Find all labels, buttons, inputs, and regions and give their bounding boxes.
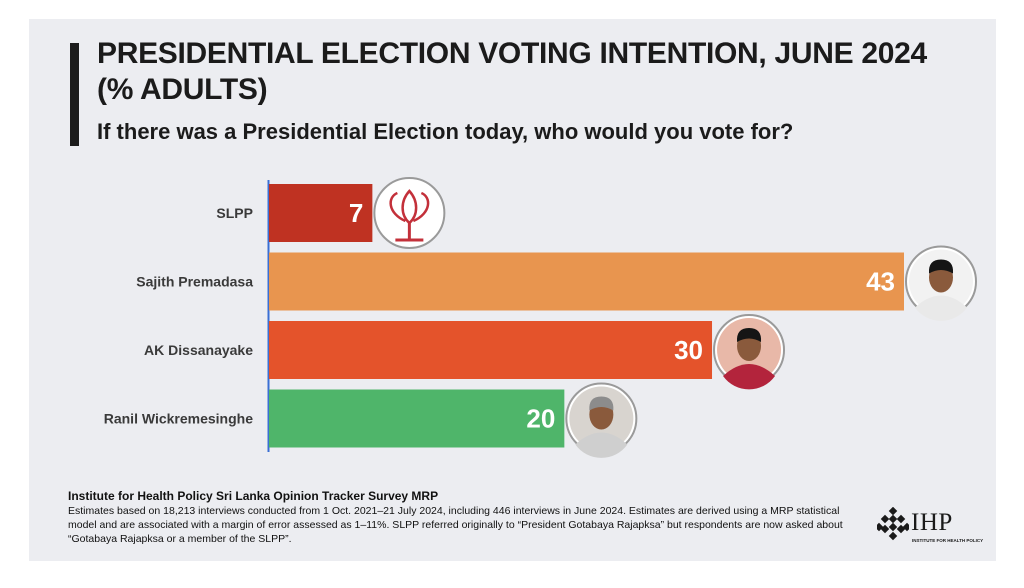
data-label-1: 7 bbox=[349, 198, 363, 228]
ihp-logo-mark-icon bbox=[877, 507, 909, 541]
ihp-logo: IHP INSTITUTE FOR HEALTH POLICY bbox=[877, 507, 983, 551]
data-label-3: 30 bbox=[674, 335, 703, 365]
title-accent-bar bbox=[70, 43, 79, 146]
logo-tagline: INSTITUTE FOR HEALTH POLICY bbox=[912, 538, 984, 543]
ak-dissanayake-avatar bbox=[713, 314, 786, 390]
avatar-hair-3 bbox=[589, 396, 614, 411]
data-label-2: 43 bbox=[866, 267, 895, 297]
bar-1 bbox=[269, 184, 373, 242]
logo-wordmark: IHP bbox=[911, 509, 953, 536]
category-label-2: Sajith Premadasa bbox=[136, 274, 253, 290]
methodology-note: Estimates based on 18,213 interviews con… bbox=[68, 505, 843, 545]
bar-4 bbox=[269, 389, 565, 448]
sajith-premadasa-avatar bbox=[905, 245, 977, 321]
bar-3 bbox=[269, 321, 713, 379]
slpp-lotus-icon bbox=[373, 177, 446, 249]
chart-title: PRESIDENTIAL ELECTION VOTING INTENTION, … bbox=[97, 37, 927, 106]
category-label-3: AK Dissanayake bbox=[144, 342, 253, 358]
avatar-hair-2 bbox=[736, 328, 762, 342]
icon-circle-1 bbox=[373, 177, 446, 249]
avatar-shoulders-1 bbox=[915, 295, 967, 321]
data-label-4: 20 bbox=[526, 404, 555, 434]
lotus-left-petal bbox=[389, 191, 406, 223]
avatar-hair-1 bbox=[928, 259, 954, 274]
category-label-4: Ranil Wickremesinghe bbox=[104, 411, 253, 427]
category-label-1: SLPP bbox=[216, 205, 253, 221]
bar-2 bbox=[269, 252, 904, 311]
avatar-shoulders-3 bbox=[575, 432, 628, 458]
source-title: Institute for Health Policy Sri Lanka Op… bbox=[68, 489, 439, 503]
chart-subtitle: If there was a Presidential Election tod… bbox=[97, 119, 794, 144]
avatar-shoulders-2 bbox=[723, 364, 776, 390]
lotus-right-petal bbox=[412, 191, 430, 223]
ranil-wickremesinghe-avatar bbox=[565, 382, 638, 458]
